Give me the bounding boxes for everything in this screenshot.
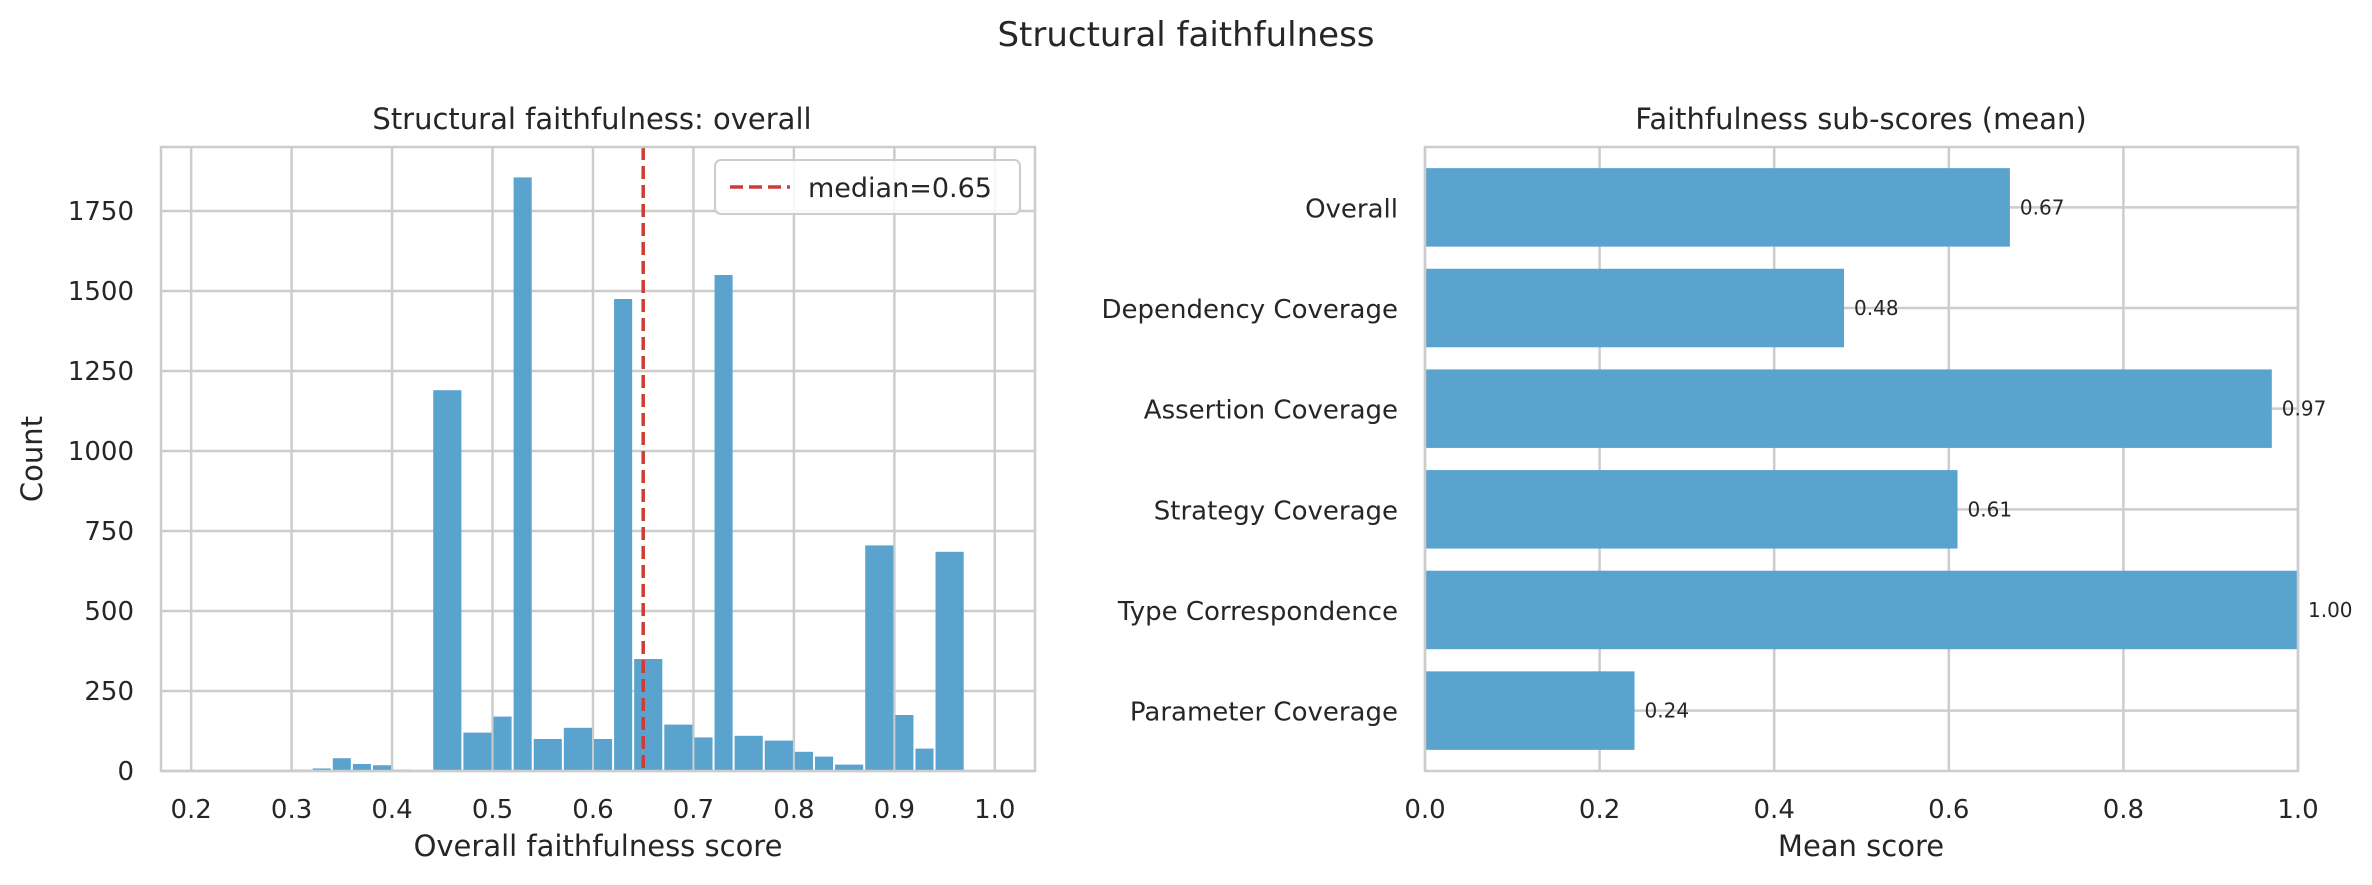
- subscore-value-label: 1.00: [2308, 598, 2353, 622]
- subscores-x-ticks: 0.0 0.2 0.4 0.6 0.8 1.0: [1404, 795, 2318, 825]
- subscore-value-label: 0.67: [2020, 195, 2065, 219]
- histogram-panel: Structural faithfulness: overall 0.2 0.3 0…: [15, 102, 1037, 863]
- histogram-bar: [935, 551, 964, 771]
- histogram-bar: [593, 739, 613, 771]
- histogram-bar: [895, 715, 914, 771]
- subscore-category-label: Dependency Coverage: [1102, 295, 1399, 325]
- histogram-bar: [764, 740, 793, 771]
- histogram-bar: [463, 732, 492, 771]
- histogram-x-tick-label: 0.8: [773, 795, 814, 825]
- subscores-value-labels: 0.67 0.48 0.97 0.61 1.00 0.24: [1645, 195, 2353, 722]
- histogram-bar: [352, 763, 371, 771]
- histogram-bar: [865, 545, 894, 771]
- histogram-y-tick-label: 1750: [68, 197, 134, 227]
- subscores-bars: [1425, 168, 2298, 750]
- figure-title: Structural faithfulness: [997, 15, 1374, 55]
- histogram-y-ticks: 0 250 500 750 1000 1250 1500 1750: [68, 197, 134, 787]
- subscore-value-label: 0.97: [2282, 397, 2327, 421]
- histogram-bar: [714, 275, 733, 771]
- subscore-bar: [1425, 268, 1845, 348]
- subscore-category-label: Strategy Coverage: [1154, 496, 1398, 526]
- histogram-y-tick-label: 500: [84, 597, 134, 627]
- histogram-bar: [614, 299, 633, 771]
- legend-entry-median: median=0.65: [808, 173, 992, 204]
- subscore-value-label: 0.24: [1645, 699, 1690, 723]
- subscores-x-tick-label: 1.0: [2277, 795, 2318, 825]
- histogram-bar: [694, 737, 713, 771]
- subscores-x-tick-label: 0.0: [1404, 795, 1445, 825]
- histogram-bar: [513, 177, 532, 771]
- histogram-x-tick-label: 0.3: [271, 795, 312, 825]
- histogram-bar: [835, 764, 864, 771]
- subscore-category-label: Parameter Coverage: [1130, 698, 1398, 728]
- subscores-x-tick-label: 0.4: [1754, 795, 1795, 825]
- subscore-bar: [1425, 470, 1958, 549]
- histogram-frame: [159, 145, 1037, 773]
- histogram-title: Structural faithfulness: overall: [372, 102, 811, 136]
- subscore-bar: [1425, 168, 2010, 247]
- histogram-legend: median=0.65: [714, 159, 1021, 215]
- histogram-x-tick-label: 0.2: [170, 795, 211, 825]
- subscores-frame: [1423, 145, 2300, 773]
- histogram-x-tick-label: 0.4: [371, 795, 412, 825]
- histogram-bar: [433, 390, 462, 771]
- histogram-x-ticks: 0.2 0.3 0.4 0.5 0.6 0.7 0.8 0.9 1.0: [170, 795, 1015, 825]
- histogram-bar: [794, 751, 813, 771]
- histogram-x-tick-label: 0.9: [874, 795, 915, 825]
- subscores-x-tick-label: 0.6: [1928, 795, 1969, 825]
- histogram-y-tick-label: 0: [117, 757, 134, 787]
- subscores-category-labels: Overall Dependency Coverage Assertion Cove…: [1102, 194, 1399, 727]
- subscores-plot-area: [1425, 147, 2298, 771]
- histogram-bar: [634, 659, 663, 771]
- histogram-y-tick-label: 1500: [68, 277, 134, 307]
- subscore-category-label: Overall: [1305, 194, 1398, 224]
- histogram-y-tick-label: 250: [84, 677, 134, 707]
- subscores-x-label: Mean score: [1778, 829, 1944, 863]
- histogram-x-tick-label: 0.5: [472, 795, 513, 825]
- subscore-bar: [1425, 671, 1635, 750]
- histogram-x-tick-label: 1.0: [974, 795, 1015, 825]
- subscore-value-label: 0.48: [1854, 296, 1899, 320]
- histogram-bar: [563, 727, 592, 771]
- histogram-bar: [533, 739, 562, 771]
- subscores-x-tick-label: 0.2: [1579, 795, 1620, 825]
- histogram-bar: [664, 724, 693, 771]
- histogram-bar: [312, 768, 331, 771]
- histogram-bar: [493, 716, 512, 771]
- histogram-x-tick-label: 0.7: [673, 795, 714, 825]
- legend-box: [714, 159, 1021, 215]
- subscore-value-label: 0.61: [1968, 497, 2013, 521]
- subscores-title: Faithfulness sub-scores (mean): [1635, 102, 2086, 136]
- histogram-y-tick-label: 1250: [68, 357, 134, 387]
- histogram-bar: [372, 765, 392, 771]
- subscore-bar: [1425, 570, 2298, 650]
- histogram-bar: [332, 758, 351, 771]
- histogram-bars: [192, 177, 964, 771]
- histogram-x-tick-label: 0.6: [572, 795, 613, 825]
- subscore-category-label: Type Correspondence: [1117, 597, 1398, 627]
- histogram-bar: [814, 756, 834, 771]
- histogram-bar: [915, 748, 934, 771]
- subscore-bar: [1425, 369, 2272, 448]
- histogram-y-label: Count: [15, 416, 49, 502]
- histogram-x-label: Overall faithfulness score: [414, 829, 783, 863]
- subscores-panel: Faithfulness sub-scores (mean) 0.0 0.2 0.4…: [1102, 102, 2353, 863]
- histogram-y-tick-label: 1000: [68, 437, 134, 467]
- subscore-category-label: Assertion Coverage: [1144, 396, 1398, 426]
- subscores-x-tick-label: 0.8: [2103, 795, 2144, 825]
- histogram-y-tick-label: 750: [84, 517, 134, 547]
- histogram-bar: [734, 735, 763, 771]
